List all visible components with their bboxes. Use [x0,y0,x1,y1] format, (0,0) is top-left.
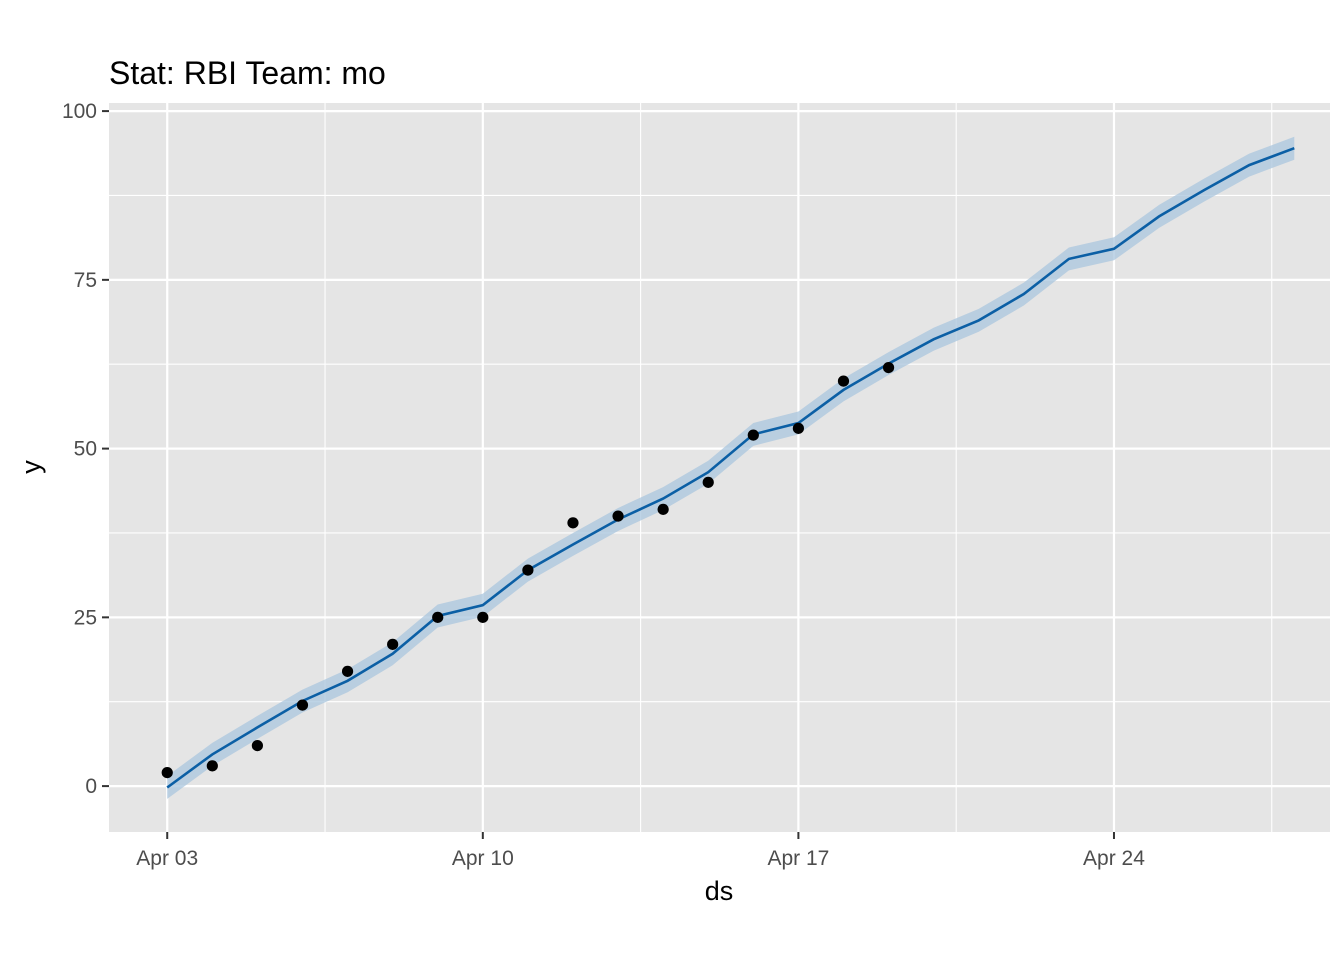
y-axis: 0 25 50 75 100 [62,100,109,798]
x-tick-label: Apr 17 [767,847,829,870]
data-point [522,564,534,576]
data-point [432,611,444,623]
data-point [747,429,759,441]
uncertainty-band [167,136,1295,799]
data-point [387,638,399,650]
data-point [612,510,624,522]
data-point [251,740,263,752]
data-point [837,375,850,387]
major-gridlines [109,103,1330,832]
x-axis: Apr 03 Apr 10 Apr 17 Apr 24 [136,832,1145,870]
y-tick-label: 0 [85,775,97,798]
y-tick-label: 50 [74,438,97,461]
data-point [882,362,895,374]
y-tick-label: 100 [62,100,97,123]
data-point [657,503,669,515]
observed-points [161,362,895,779]
data-point [567,517,579,529]
data-point [341,665,354,677]
y-axis-title: y [16,460,46,474]
forecast-line [166,146,1295,789]
y-tick-label: 75 [74,269,97,292]
data-point [477,611,489,623]
x-tick-label: Apr 24 [1083,847,1145,870]
chart-title: Stat: RBI Team: mo [109,55,386,91]
y-tick-label: 25 [74,606,97,629]
data-point [702,476,714,488]
data-point [296,699,309,711]
x-tick-label: Apr 10 [452,847,514,870]
data-point [792,422,804,434]
data-point [206,760,218,772]
x-tick-label: Apr 03 [136,847,198,870]
data-point [161,767,173,779]
x-axis-title: ds [705,876,734,906]
